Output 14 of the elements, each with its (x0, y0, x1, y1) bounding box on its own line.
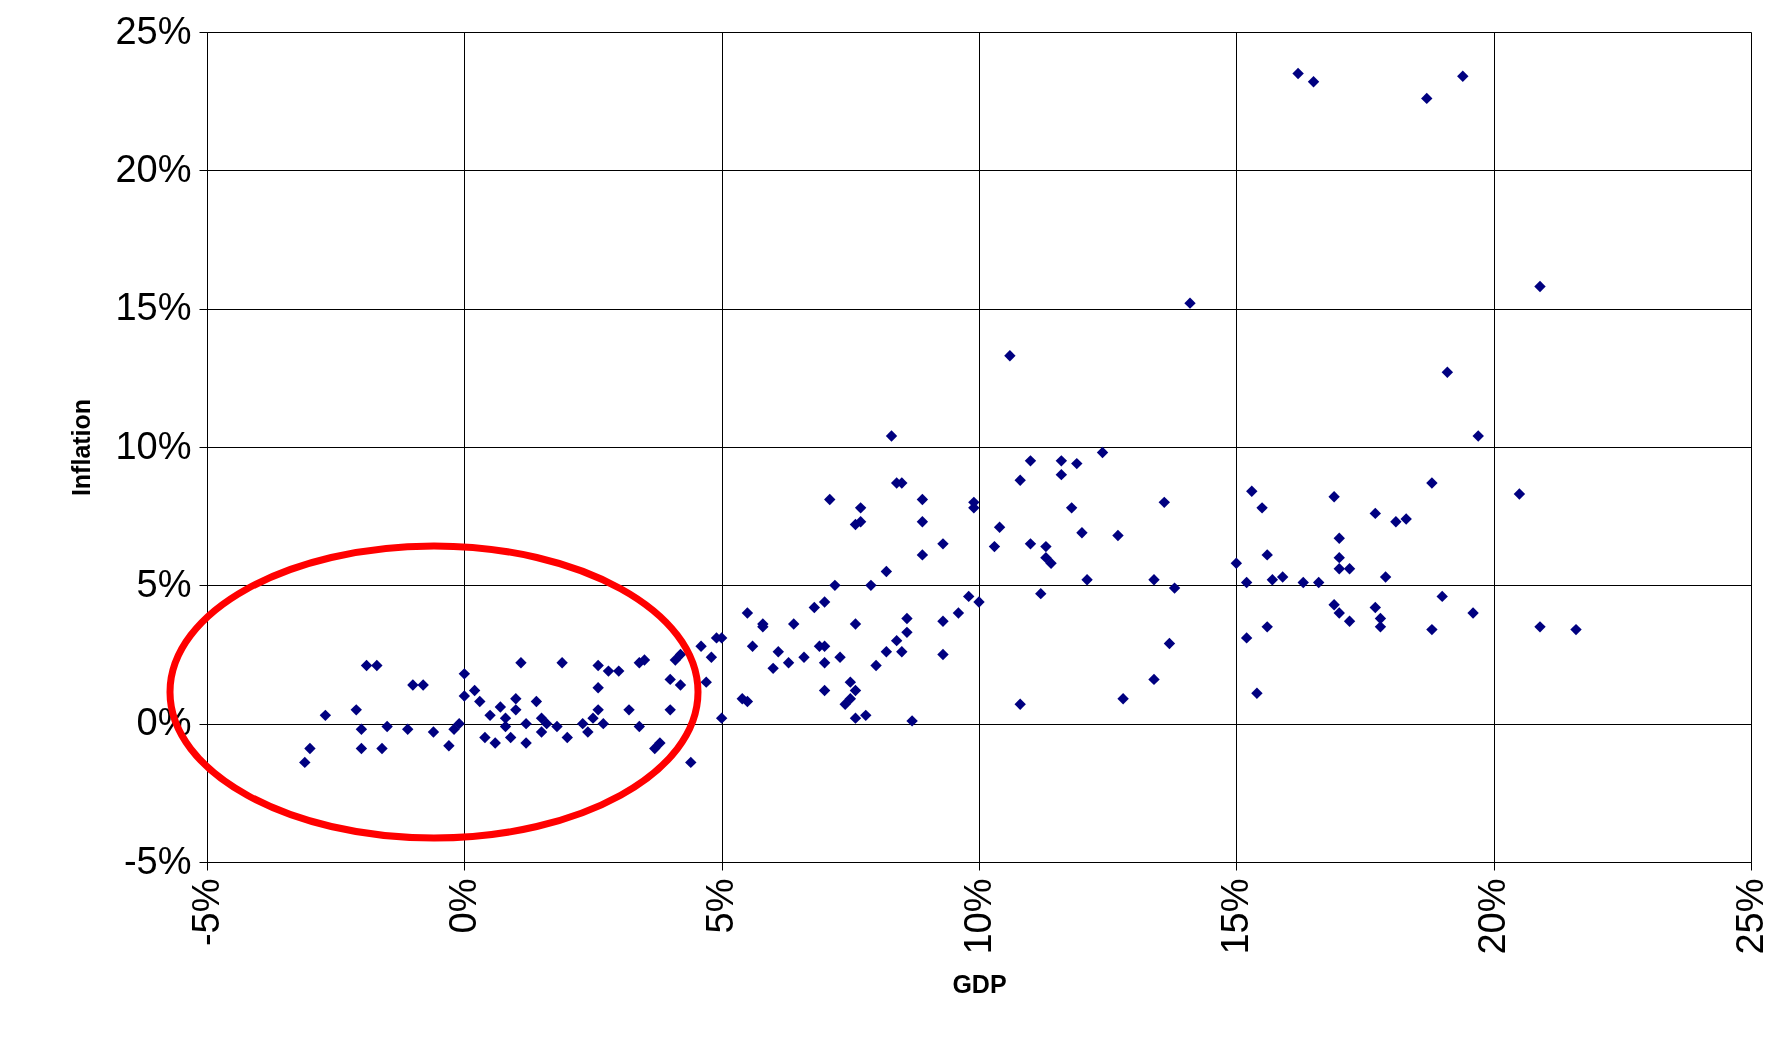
y-tick-label: 15% (115, 286, 192, 329)
x-tick-label: 0% (441, 878, 484, 934)
y-tick-label: 20% (115, 147, 192, 190)
x-tick-label: 15% (1213, 878, 1256, 955)
y-axis-title: Inflation (67, 398, 96, 497)
y-tick-label: 10% (115, 424, 192, 467)
x-axis-title: GDP (952, 969, 1007, 998)
x-tick-label: 5% (699, 878, 742, 934)
x-tick-label: 20% (1471, 878, 1514, 955)
x-tick-label: 10% (956, 878, 999, 955)
y-tick-label: 5% (136, 562, 192, 605)
x-tick-label: 25% (1728, 878, 1771, 955)
y-tick-label: 25% (115, 9, 192, 52)
y-tick-label: -5% (123, 839, 192, 882)
